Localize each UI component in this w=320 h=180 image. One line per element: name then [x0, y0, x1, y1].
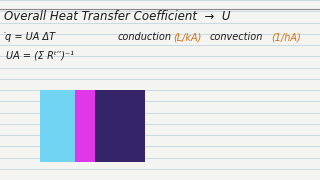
Text: (L/kA): (L/kA): [173, 32, 201, 42]
Bar: [40, 90, 75, 162]
Text: convection: convection: [210, 32, 263, 42]
Text: ̇q = UA ΔT: ̇q = UA ΔT: [6, 32, 56, 42]
Text: UA = (Σ Rᵗ′′)⁻¹: UA = (Σ Rᵗ′′)⁻¹: [6, 51, 74, 61]
Text: (1/hA): (1/hA): [271, 32, 301, 42]
Bar: [95, 90, 145, 162]
Text: conduction: conduction: [118, 32, 172, 42]
Text: Overall Heat Transfer Coefficient  →  U: Overall Heat Transfer Coefficient → U: [4, 10, 230, 23]
Bar: [75, 90, 95, 162]
